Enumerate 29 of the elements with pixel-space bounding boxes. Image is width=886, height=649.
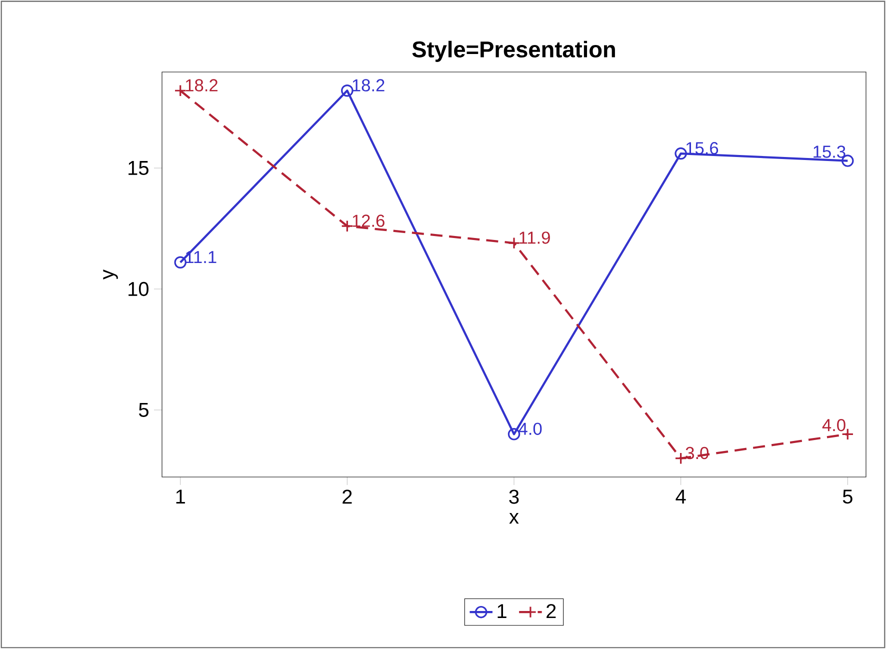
point — [508, 236, 520, 250]
x-tick-label: 5 — [842, 490, 852, 504]
data-label: 15.3 — [814, 146, 846, 158]
x-tick-label: 2 — [342, 490, 352, 504]
data-label: 18.2 — [186, 79, 218, 92]
chart-title: Style=Presentation — [412, 40, 615, 62]
y-axis-title: y — [103, 270, 118, 280]
data-label: 4.0 — [518, 422, 542, 435]
legend-label: 1 — [498, 604, 506, 618]
point — [174, 256, 186, 269]
point — [674, 452, 687, 464]
point — [341, 220, 354, 232]
point — [174, 84, 186, 97]
y-tick-label: 15 — [128, 161, 148, 176]
x-axis-title: x — [509, 513, 519, 524]
data-label: 4.0 — [822, 418, 846, 432]
y-tick-label: 5 — [138, 402, 148, 417]
legend-label: 2 — [546, 604, 556, 618]
point — [341, 84, 354, 97]
x-tick-label: 1 — [176, 490, 185, 504]
x-tick-label: 3 — [509, 490, 519, 504]
x-tick-label: 4 — [676, 490, 686, 504]
data-label: 12.6 — [352, 214, 384, 227]
data-label: 18.2 — [352, 79, 384, 92]
point — [508, 428, 520, 440]
data-label: 11.9 — [520, 232, 550, 244]
point — [674, 147, 687, 160]
y-tick-label: 10 — [128, 282, 148, 296]
data-label: 11.1 — [186, 251, 216, 264]
